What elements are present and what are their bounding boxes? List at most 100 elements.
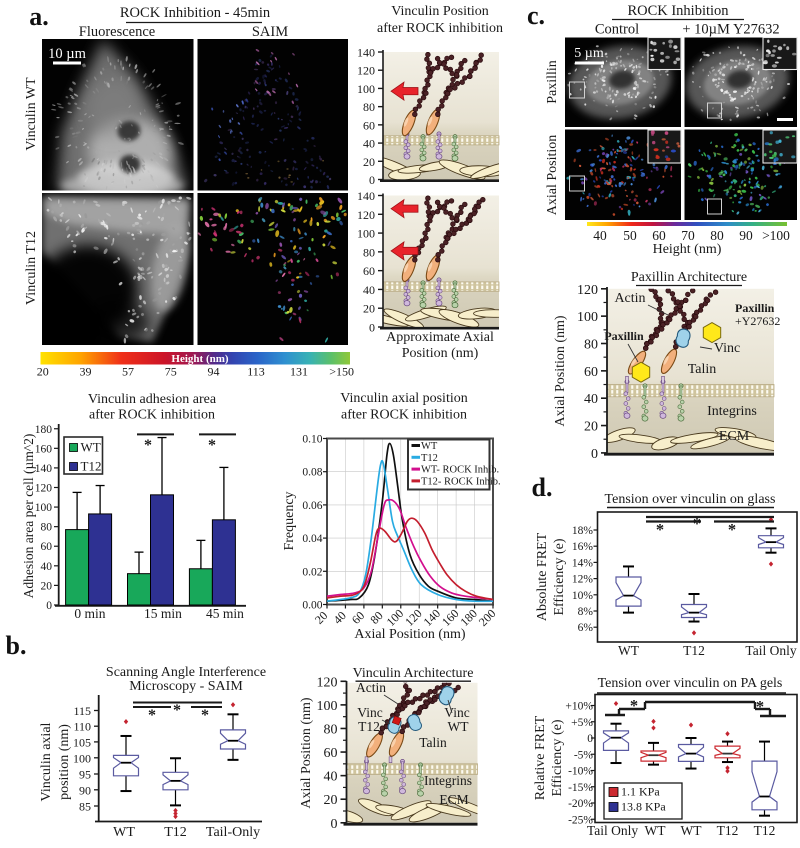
svg-text:Height (nm): Height (nm) bbox=[171, 353, 228, 365]
svg-text:120: 120 bbox=[317, 675, 338, 690]
svg-text:+10%: +10% bbox=[565, 701, 593, 713]
svg-text:120: 120 bbox=[577, 283, 598, 298]
svg-text:Approximate Axial: Approximate Axial bbox=[386, 330, 494, 345]
svg-text:6%: 6% bbox=[578, 622, 594, 634]
svg-text:100: 100 bbox=[35, 502, 53, 514]
svg-text:100: 100 bbox=[357, 82, 375, 96]
svg-text:WT: WT bbox=[645, 823, 667, 838]
svg-text:110: 110 bbox=[73, 720, 91, 734]
svg-text:T12: T12 bbox=[683, 643, 705, 658]
svg-text:Vinc: Vinc bbox=[714, 341, 740, 356]
svg-text:0.02: 0.02 bbox=[302, 566, 322, 578]
svg-text:Tail-Only: Tail-Only bbox=[206, 825, 260, 840]
svg-text:Integrins: Integrins bbox=[424, 773, 472, 788]
svg-text:Paxillin: Paxillin bbox=[604, 329, 644, 343]
svg-text:160: 160 bbox=[35, 443, 53, 455]
svg-text:Vinculin Position: Vinculin Position bbox=[391, 4, 489, 19]
svg-text:60: 60 bbox=[652, 228, 666, 243]
svg-text:80: 80 bbox=[363, 100, 375, 114]
svg-text:0: 0 bbox=[369, 321, 375, 335]
svg-text:Talin: Talin bbox=[688, 362, 717, 377]
svg-text:113: 113 bbox=[247, 365, 265, 379]
svg-text:b.: b. bbox=[6, 631, 27, 660]
svg-text:WT: WT bbox=[113, 825, 135, 840]
svg-text:Height (nm): Height (nm) bbox=[653, 242, 722, 257]
svg-text:80: 80 bbox=[710, 228, 724, 243]
svg-text:60: 60 bbox=[41, 541, 53, 553]
svg-text:Tension over vinculin on glass: Tension over vinculin on glass bbox=[605, 492, 776, 507]
svg-text:0.10: 0.10 bbox=[302, 434, 322, 446]
svg-text:Tension over vinculin on PA ge: Tension over vinculin on PA gels bbox=[598, 676, 783, 691]
svg-text:Position (nm): Position (nm) bbox=[402, 346, 479, 361]
svg-text:Vinculin adhesion area: Vinculin adhesion area bbox=[88, 392, 217, 407]
svg-text:40: 40 bbox=[363, 283, 375, 297]
svg-text:ECM: ECM bbox=[719, 429, 750, 444]
svg-text:*: * bbox=[693, 514, 701, 533]
svg-text:Paxillin: Paxillin bbox=[545, 60, 560, 104]
svg-text:16%: 16% bbox=[572, 541, 594, 553]
svg-text:Tail Only: Tail Only bbox=[587, 823, 638, 838]
svg-text:WT: WT bbox=[618, 643, 640, 658]
svg-text:120: 120 bbox=[35, 482, 53, 494]
svg-text:ROCK Inhibition - 45min: ROCK Inhibition - 45min bbox=[120, 5, 271, 21]
svg-text:40: 40 bbox=[593, 228, 607, 243]
svg-text:c.: c. bbox=[527, 1, 545, 30]
svg-text:20: 20 bbox=[363, 302, 375, 316]
svg-text:*: * bbox=[144, 437, 152, 454]
svg-text:131: 131 bbox=[290, 365, 308, 379]
svg-text:Scanning Angle Interference: Scanning Angle Interference bbox=[106, 665, 266, 680]
svg-text:*: * bbox=[201, 707, 209, 724]
svg-text:75: 75 bbox=[165, 365, 177, 379]
svg-text:0: 0 bbox=[587, 733, 593, 745]
svg-text:WT: WT bbox=[681, 823, 703, 838]
svg-text:Paxillin: Paxillin bbox=[735, 301, 775, 315]
svg-text:10%: 10% bbox=[572, 590, 594, 602]
svg-text:45 min: 45 min bbox=[206, 606, 244, 621]
svg-text:8%: 8% bbox=[578, 606, 594, 618]
svg-text:13.8 KPa: 13.8 KPa bbox=[621, 800, 666, 814]
svg-text:*: * bbox=[756, 697, 764, 716]
svg-text:-10%: -10% bbox=[568, 766, 593, 778]
svg-text:60: 60 bbox=[363, 264, 375, 278]
svg-text:14%: 14% bbox=[572, 557, 594, 569]
svg-text:120: 120 bbox=[357, 208, 375, 222]
svg-text:50: 50 bbox=[623, 228, 637, 243]
svg-text:80: 80 bbox=[363, 245, 375, 259]
svg-text:position (nm): position (nm) bbox=[57, 724, 72, 800]
svg-text:100: 100 bbox=[357, 227, 375, 241]
svg-text:T12: T12 bbox=[358, 719, 380, 734]
svg-text:94: 94 bbox=[208, 365, 220, 379]
svg-text:*: * bbox=[630, 696, 638, 715]
svg-text:20: 20 bbox=[41, 580, 53, 592]
svg-text:120: 120 bbox=[357, 64, 375, 78]
svg-text:Tail Only: Tail Only bbox=[745, 643, 796, 658]
svg-text:WT- ROCK Inhib.: WT- ROCK Inhib. bbox=[421, 465, 499, 476]
svg-text:Efficiency (e): Efficiency (e) bbox=[550, 719, 565, 796]
svg-text:40: 40 bbox=[363, 137, 375, 151]
svg-text:80: 80 bbox=[41, 522, 53, 534]
svg-text:Adhesion area per cell (µm^2): Adhesion area per cell (µm^2) bbox=[21, 434, 36, 599]
svg-text:0 min: 0 min bbox=[74, 606, 105, 621]
svg-text:Actin: Actin bbox=[356, 680, 386, 695]
svg-text:T12: T12 bbox=[421, 453, 438, 464]
svg-text:*: * bbox=[728, 520, 736, 539]
svg-text:80: 80 bbox=[584, 338, 598, 353]
svg-text:SAIM: SAIM bbox=[252, 24, 288, 40]
svg-text:100: 100 bbox=[577, 310, 598, 325]
svg-text:+Y27632: +Y27632 bbox=[735, 314, 780, 328]
svg-text:1.1 KPa: 1.1 KPa bbox=[621, 785, 660, 799]
svg-text:0: 0 bbox=[331, 817, 338, 832]
svg-text:20: 20 bbox=[324, 793, 338, 808]
svg-text:0.08: 0.08 bbox=[302, 467, 322, 479]
svg-text:0.04: 0.04 bbox=[302, 533, 322, 545]
svg-text:60: 60 bbox=[363, 118, 375, 132]
svg-text:Talin: Talin bbox=[419, 735, 447, 750]
svg-text:Vinculin axial position: Vinculin axial position bbox=[340, 391, 467, 406]
svg-text:>100: >100 bbox=[762, 228, 790, 243]
svg-text:Vinculin T12: Vinculin T12 bbox=[24, 231, 39, 305]
svg-text:ECM: ECM bbox=[439, 792, 468, 807]
svg-text:WT: WT bbox=[81, 440, 101, 455]
svg-text:+5%: +5% bbox=[571, 717, 593, 729]
svg-text:40: 40 bbox=[584, 392, 598, 407]
svg-text:Frequency: Frequency bbox=[282, 491, 297, 550]
